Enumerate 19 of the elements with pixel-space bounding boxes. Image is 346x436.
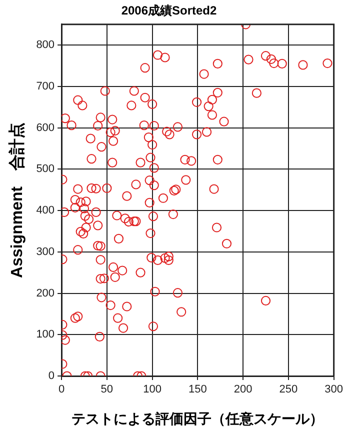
chart-title: 2006成績Sorted2: [121, 4, 218, 18]
x-tick-label: 50: [100, 384, 114, 396]
x-tick-label: 300: [324, 384, 344, 396]
y-tick-label: 800: [36, 39, 55, 52]
y-tick-label: 100: [36, 328, 55, 341]
y-tick-label: 400: [36, 204, 55, 217]
y-tick-label: 700: [36, 80, 55, 92]
x-tick-label: 150: [188, 384, 207, 396]
x-tick-label: 0: [58, 384, 65, 396]
y-axis-title: Assignment 合計点: [8, 122, 26, 278]
y-tick-label: 500: [36, 163, 55, 176]
y-tick-label: 0: [48, 370, 55, 382]
y-tick-label: 600: [36, 122, 55, 134]
x-tick-label: 200: [234, 384, 252, 396]
x-tick-label: 250: [279, 384, 298, 396]
x-axis-title: テストによる評価因子（任意スケール）: [72, 410, 324, 426]
y-tick-label: 200: [36, 287, 55, 300]
x-tick-label: 100: [143, 384, 162, 396]
y-tick-label: 300: [36, 246, 55, 258]
